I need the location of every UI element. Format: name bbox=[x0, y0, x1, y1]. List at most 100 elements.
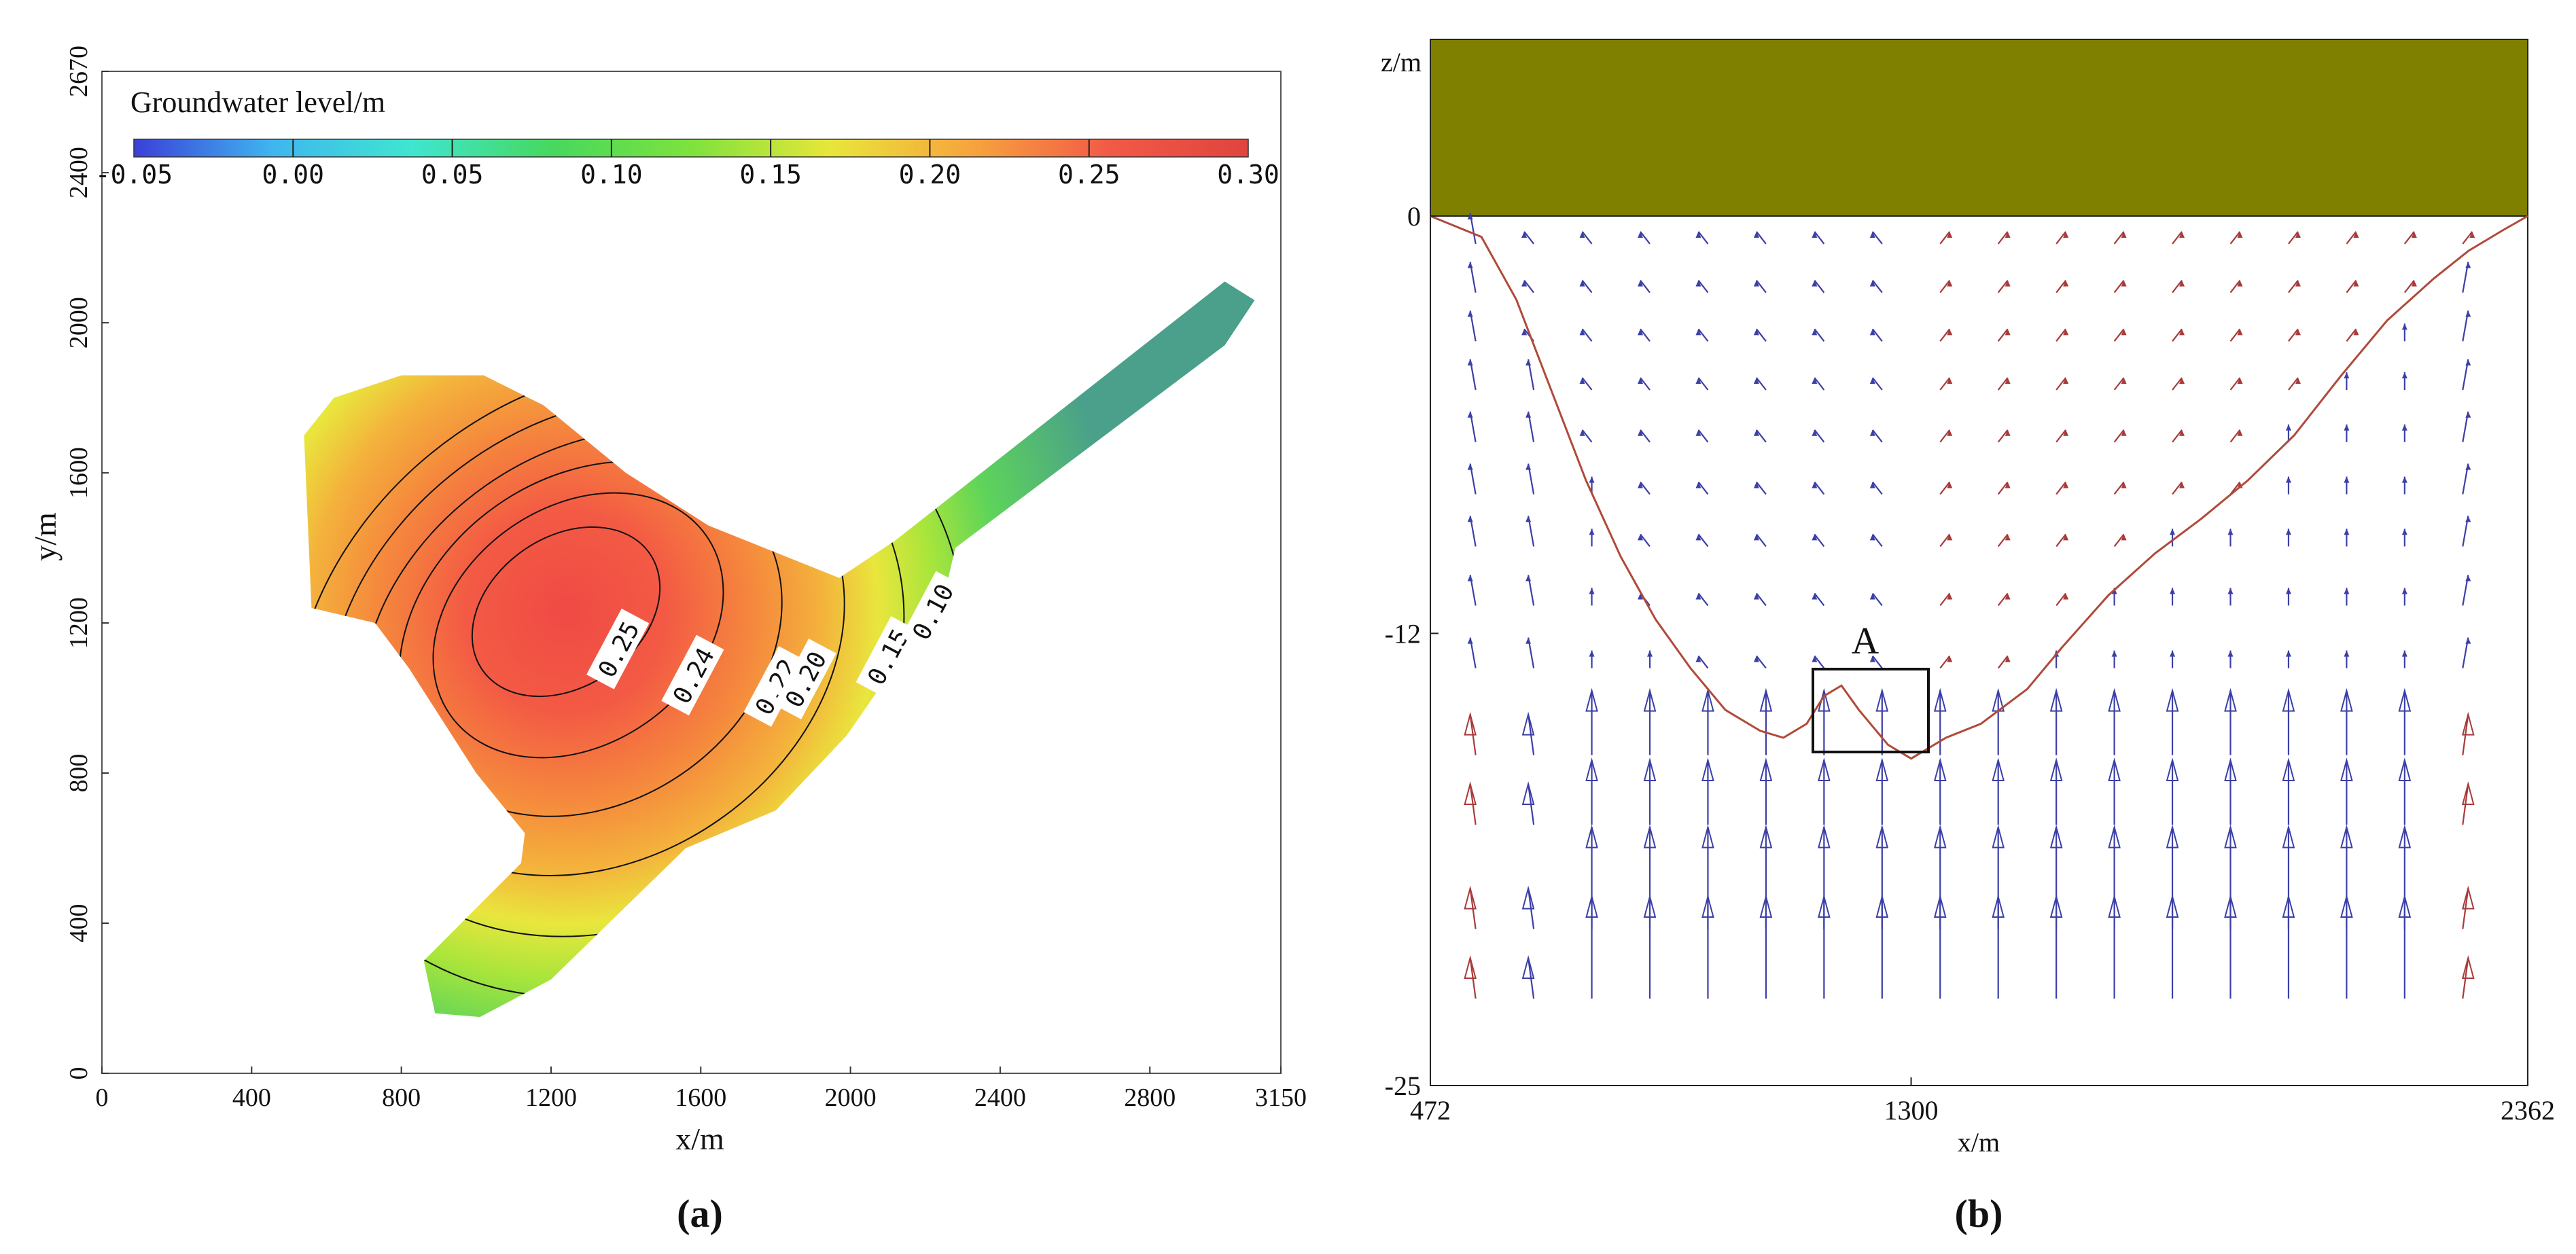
vector-arrowhead bbox=[1525, 411, 1532, 418]
vector-arrowhead bbox=[2005, 231, 2011, 238]
outflow-vector bbox=[2229, 279, 2241, 293]
vector-arrowhead bbox=[1521, 781, 1535, 805]
outflow-vector bbox=[2172, 429, 2183, 443]
vector-arrowhead bbox=[1638, 329, 1643, 336]
vector-arrowhead bbox=[2295, 378, 2301, 384]
vector-arrowhead bbox=[1759, 757, 1773, 781]
vector-arrowhead bbox=[1643, 824, 1657, 848]
vector-arrowhead bbox=[2005, 329, 2011, 336]
outflow-vector bbox=[1939, 481, 1951, 495]
vector-arrowhead bbox=[2063, 482, 2069, 488]
outflow-vector bbox=[2113, 328, 2125, 342]
panel-a-x-axis-label: x/m bbox=[675, 1122, 724, 1156]
vector-arrowhead bbox=[1464, 885, 1477, 910]
vector-arrowhead bbox=[1753, 231, 1759, 238]
vector-arrowhead bbox=[1589, 476, 1595, 483]
vector-arrowhead bbox=[1992, 757, 2005, 781]
vector-arrowhead bbox=[2237, 329, 2243, 336]
outflow-vector bbox=[1939, 533, 1951, 548]
outflow-vector bbox=[2113, 377, 2125, 391]
vector-arrowhead bbox=[2344, 588, 2350, 594]
outflow-vector bbox=[2346, 328, 2357, 342]
vector-arrowhead bbox=[2121, 534, 2127, 541]
contour-label: 0.22 bbox=[743, 646, 807, 727]
y-tick-label: 0 bbox=[65, 1067, 93, 1080]
inflow-vector bbox=[1581, 328, 1593, 342]
vector-arrowhead bbox=[1759, 687, 1773, 712]
y-tick-label: 400 bbox=[65, 904, 93, 943]
vector-arrowhead bbox=[1869, 429, 1875, 436]
panel-b-z-axis-label: z/m bbox=[1381, 47, 1422, 77]
vector-arrowhead bbox=[1933, 757, 1947, 781]
vector-arrowhead bbox=[2237, 280, 2243, 287]
vector-arrowhead bbox=[2108, 757, 2121, 781]
vector-arrowhead bbox=[2224, 824, 2237, 848]
inflow-vector bbox=[1523, 279, 1534, 293]
vector-arrowhead bbox=[1753, 534, 1759, 541]
vector-arrowhead bbox=[1638, 482, 1643, 488]
vector-arrowhead bbox=[2295, 231, 2301, 238]
inflow-vector bbox=[1581, 279, 1593, 293]
vector-arrowhead bbox=[1812, 429, 1818, 436]
panel-a-y-axis-label: y/m bbox=[28, 512, 63, 561]
vector-arrowhead bbox=[1467, 310, 1473, 317]
panel-b-plot-frame bbox=[1430, 39, 2528, 1086]
vector-arrowhead bbox=[2401, 650, 2407, 657]
vector-arrowhead bbox=[1992, 894, 2005, 918]
outflow-vector bbox=[2229, 377, 2241, 391]
inflow-vector bbox=[1871, 279, 1883, 293]
outflow-vector bbox=[1997, 533, 2009, 548]
outflow-vector bbox=[1939, 377, 1951, 391]
vector-arrowhead bbox=[2285, 588, 2291, 594]
vector-arrowhead bbox=[2344, 476, 2350, 483]
colorbar-tick-label: 0.15 bbox=[739, 160, 802, 190]
vector-arrowhead bbox=[2340, 757, 2353, 781]
vector-arrowhead bbox=[2461, 711, 2475, 736]
vector-arrowhead bbox=[2398, 687, 2412, 712]
inflow-vector bbox=[1871, 328, 1883, 342]
vector-arrowhead bbox=[2340, 824, 2353, 848]
inflow-vector bbox=[1581, 377, 1593, 391]
vector-arrowhead bbox=[1638, 593, 1643, 600]
colorbar-tick-label: 0.05 bbox=[421, 160, 484, 190]
vector-arrowhead bbox=[2121, 378, 2127, 384]
colorbar-tick-label: 0.00 bbox=[262, 160, 325, 190]
vector-arrowhead bbox=[2465, 359, 2471, 365]
vector-arrowhead bbox=[1589, 588, 1595, 594]
vector-arrowhead bbox=[2111, 650, 2117, 657]
vector-arrowhead bbox=[2465, 262, 2471, 268]
inflow-vector bbox=[1814, 328, 1825, 342]
vector-arrowhead bbox=[2398, 894, 2412, 918]
vector-arrowhead bbox=[2398, 824, 2412, 848]
vector-arrowhead bbox=[2344, 650, 2350, 657]
vector-arrowhead bbox=[2063, 534, 2069, 541]
vector-arrowhead bbox=[1992, 824, 2005, 848]
inflow-vector bbox=[1814, 533, 1825, 548]
colorbar-ticks: -0.05 0.00 0.05 0.10 0.15 0.20 0.25 0.30 bbox=[95, 139, 1280, 190]
inflow-vector bbox=[1697, 231, 1709, 245]
outflow-vector bbox=[2346, 231, 2357, 245]
vector-arrowhead bbox=[1638, 534, 1643, 541]
panel-a-y-ticks: 0 400 800 1200 1600 2000 2400 2670 bbox=[65, 46, 109, 1080]
vector-arrowhead bbox=[1467, 411, 1473, 418]
vector-arrowhead bbox=[2063, 329, 2069, 336]
vector-arrowhead bbox=[2170, 529, 2176, 535]
outflow-vector bbox=[2113, 481, 2125, 495]
outflow-vector bbox=[2055, 328, 2067, 342]
vector-arrowhead bbox=[2344, 529, 2350, 535]
vector-arrowhead bbox=[1589, 650, 1595, 657]
vector-arrowhead bbox=[2465, 637, 2471, 644]
vector-arrowhead bbox=[1947, 593, 1953, 600]
vector-arrowhead bbox=[2108, 894, 2121, 918]
vector-arrowhead bbox=[1947, 656, 1953, 662]
vector-arrowhead bbox=[1525, 463, 1532, 470]
outflow-vector bbox=[2172, 377, 2183, 391]
vector-arrowhead bbox=[1701, 687, 1714, 712]
vector-arrowhead bbox=[2227, 650, 2234, 657]
vector-arrowhead bbox=[1638, 378, 1643, 384]
outflow-vector bbox=[2055, 279, 2067, 293]
vector-arrowhead bbox=[2237, 231, 2243, 238]
inflow-vector bbox=[1581, 231, 1593, 245]
